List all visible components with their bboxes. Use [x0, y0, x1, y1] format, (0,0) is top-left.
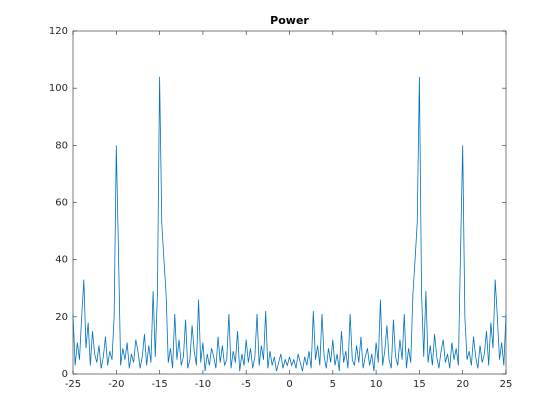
x-tick-label: -25 [65, 379, 81, 390]
x-tick-label: -10 [195, 379, 211, 390]
y-tick-label: 60 [55, 198, 68, 209]
y-tick-label: 0 [62, 369, 68, 380]
y-tick-label: 40 [55, 255, 68, 266]
x-tick-label: 15 [413, 379, 426, 390]
x-tick-label: -15 [151, 379, 167, 390]
x-tick-label: 5 [330, 379, 336, 390]
x-tick-label: -20 [108, 379, 124, 390]
y-tick-label: 100 [49, 83, 68, 94]
y-tick-label: 20 [55, 312, 68, 323]
x-tick-label: 10 [370, 379, 383, 390]
plot-area [72, 30, 507, 375]
x-tick-label: 25 [500, 379, 513, 390]
x-tick-label: 20 [456, 379, 469, 390]
x-tick-label: -5 [241, 379, 251, 390]
y-tick-label: 120 [49, 26, 68, 37]
line [72, 76, 507, 372]
y-tick-label: 80 [55, 140, 68, 151]
x-tick-label: 0 [286, 379, 292, 390]
chart-title: Power [270, 14, 309, 27]
